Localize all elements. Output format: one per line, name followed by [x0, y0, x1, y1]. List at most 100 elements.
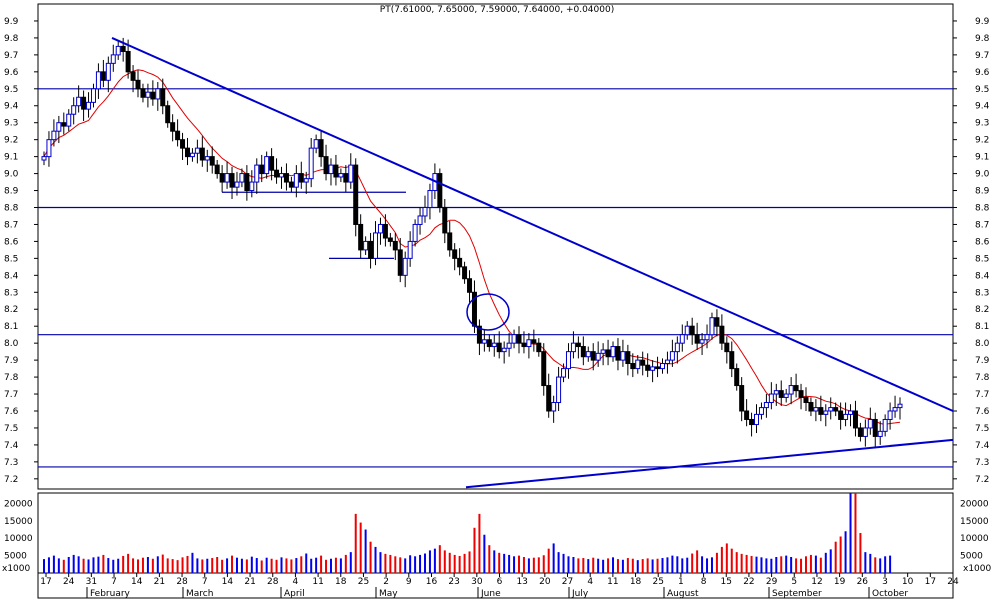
volume-bar	[720, 546, 723, 573]
candle-body	[486, 339, 492, 348]
candle-body	[838, 410, 844, 420]
volume-bars	[43, 493, 892, 573]
volume-unit-left: x1000	[2, 564, 31, 574]
volume-bar	[889, 555, 892, 573]
price-tick-right: 8.1	[975, 322, 989, 332]
candle-body	[189, 152, 195, 158]
volume-bar	[423, 553, 426, 573]
candle-body	[882, 418, 888, 432]
candle-body	[209, 156, 215, 166]
candle-body	[813, 407, 819, 412]
candle-body	[363, 240, 369, 251]
volume-bar	[681, 558, 684, 573]
day-tick-label: 11	[312, 577, 323, 587]
price-tick-left: 8.2	[4, 305, 18, 315]
volume-bar	[250, 556, 253, 573]
candle-body	[437, 173, 443, 208]
candle-body	[630, 363, 636, 370]
candle-body	[808, 402, 814, 412]
candle-body	[71, 105, 77, 115]
price-tick-left: 7.4	[4, 441, 19, 451]
candle-body	[754, 413, 760, 426]
candle-body	[382, 223, 388, 239]
volume-bar	[191, 552, 194, 573]
candle-body	[823, 410, 829, 415]
candle-body	[145, 91, 151, 98]
volume-tick-right: 10000	[960, 534, 989, 544]
volume-bar	[349, 552, 352, 573]
volume-bar	[755, 556, 758, 573]
day-tick-label: 11	[607, 577, 618, 587]
candle-body	[659, 363, 665, 370]
candle-body	[669, 351, 675, 361]
volume-bar	[359, 522, 362, 573]
candle-body	[76, 96, 82, 107]
candle-body	[645, 364, 651, 371]
candle-body	[719, 325, 725, 344]
candle-body	[773, 390, 779, 395]
candle-body	[160, 88, 166, 107]
price-tick-left: 9.3	[4, 119, 18, 129]
volume-bar	[814, 555, 817, 573]
candle-body	[892, 407, 898, 412]
candle-body	[833, 407, 839, 412]
volume-bar	[760, 557, 763, 573]
candle-body	[452, 249, 458, 259]
volume-tick-right: 5000	[960, 552, 983, 562]
day-tick-label: 10	[902, 577, 914, 587]
day-tick-label: 9	[406, 577, 412, 587]
candle-body	[303, 178, 309, 183]
volume-bar	[419, 554, 422, 573]
volume-bar	[592, 557, 595, 573]
day-tick-label: 29	[766, 577, 778, 587]
volume-bar	[671, 555, 674, 573]
day-tick-label: 5	[791, 577, 797, 587]
price-tick-right: 8.6	[975, 237, 990, 247]
volume-bar	[488, 545, 491, 573]
candle-body	[734, 368, 740, 387]
candle-body	[130, 71, 136, 81]
volume-bar	[82, 558, 85, 573]
candle-body	[194, 147, 200, 154]
candle-body	[46, 139, 52, 158]
candle-body	[575, 342, 581, 348]
volume-bar	[696, 550, 699, 573]
volume-bar	[597, 558, 600, 573]
candle-body	[585, 351, 591, 358]
candle-body	[674, 342, 680, 353]
candle-body	[640, 359, 646, 366]
candle-body	[749, 418, 755, 426]
candle-body	[556, 376, 562, 404]
candle-body	[516, 334, 522, 344]
volume-bar	[859, 533, 862, 573]
price-tick-right: 7.9	[975, 356, 990, 366]
candle-body	[739, 385, 745, 412]
date-axis: 17 24 31 7 14 21 28 7 14 21 28 4 11 18 25 2 9 16 23 30 6 13 20…	[40, 573, 959, 599]
volume-bar	[631, 558, 634, 573]
volume-bar	[572, 557, 575, 573]
volume-bar	[122, 555, 125, 573]
volume-bar	[72, 554, 75, 573]
candle-body	[244, 173, 250, 192]
candle-body	[165, 105, 171, 124]
month-label: May	[379, 589, 398, 599]
price-tick-left: 8.4	[4, 271, 19, 281]
candle-body	[803, 396, 809, 404]
candle-body	[323, 156, 329, 175]
volume-bar	[804, 556, 807, 573]
volume-bar	[646, 558, 649, 573]
candle-body	[531, 339, 537, 344]
candle-body	[758, 407, 764, 415]
price-tick-right: 9.5	[975, 85, 989, 95]
candle-body	[481, 339, 487, 344]
volume-bar	[186, 555, 189, 573]
candle-body	[120, 45, 126, 52]
candle-body	[793, 385, 799, 392]
candle-body	[818, 407, 824, 415]
annotation-circle	[466, 293, 510, 331]
volume-bar	[706, 558, 709, 573]
volume-bar	[428, 550, 431, 573]
volume-bar	[43, 559, 45, 573]
volume-bar	[364, 529, 367, 573]
candle-body	[184, 147, 190, 158]
